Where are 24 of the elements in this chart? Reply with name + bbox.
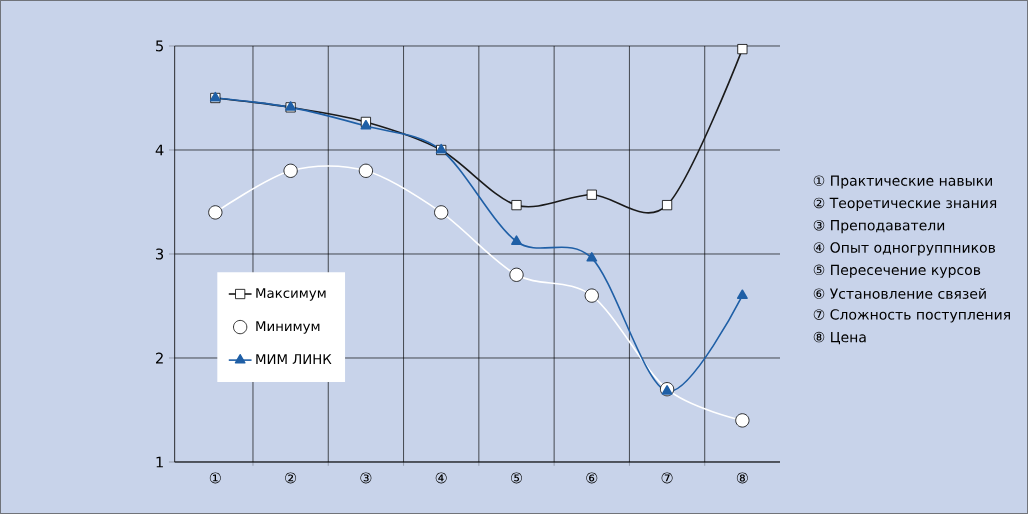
text: ② Теоретические знания	[813, 197, 997, 211]
text: ⑧ Цена	[813, 331, 866, 345]
text: ⑥ Установление связей	[813, 288, 986, 299]
text: ① Практические навыки	[813, 175, 992, 189]
legend-label: Максимум	[256, 288, 326, 301]
text: ⑦ Сложность поступления	[813, 309, 1010, 323]
x-tick-label: ②	[285, 472, 297, 484]
legend-label: Минимум	[256, 321, 320, 334]
y-tick-label: 3	[156, 248, 164, 260]
legend-label: МИМ ЛИНК	[256, 354, 332, 364]
x-tick-label: ④	[435, 472, 447, 484]
y-tick-label: 4	[155, 144, 164, 156]
text: ④ Опыт одногруппников	[813, 242, 996, 256]
y-tick-label: 2	[156, 352, 163, 364]
x-tick-label: ⑧	[736, 472, 748, 484]
y-tick-label: 5	[156, 40, 163, 52]
x-tick-label: ⑦	[661, 472, 673, 484]
text: ⑤ Пересечение курсов	[813, 264, 981, 278]
x-tick-label: ③	[360, 472, 372, 484]
x-tick-label: ⑤	[511, 472, 522, 484]
y-tick-label: 1	[156, 456, 163, 468]
x-tick-label: ①	[209, 472, 221, 484]
x-tick-label: ⑥	[586, 472, 598, 484]
text: ③ Преподаватели	[813, 219, 945, 234]
